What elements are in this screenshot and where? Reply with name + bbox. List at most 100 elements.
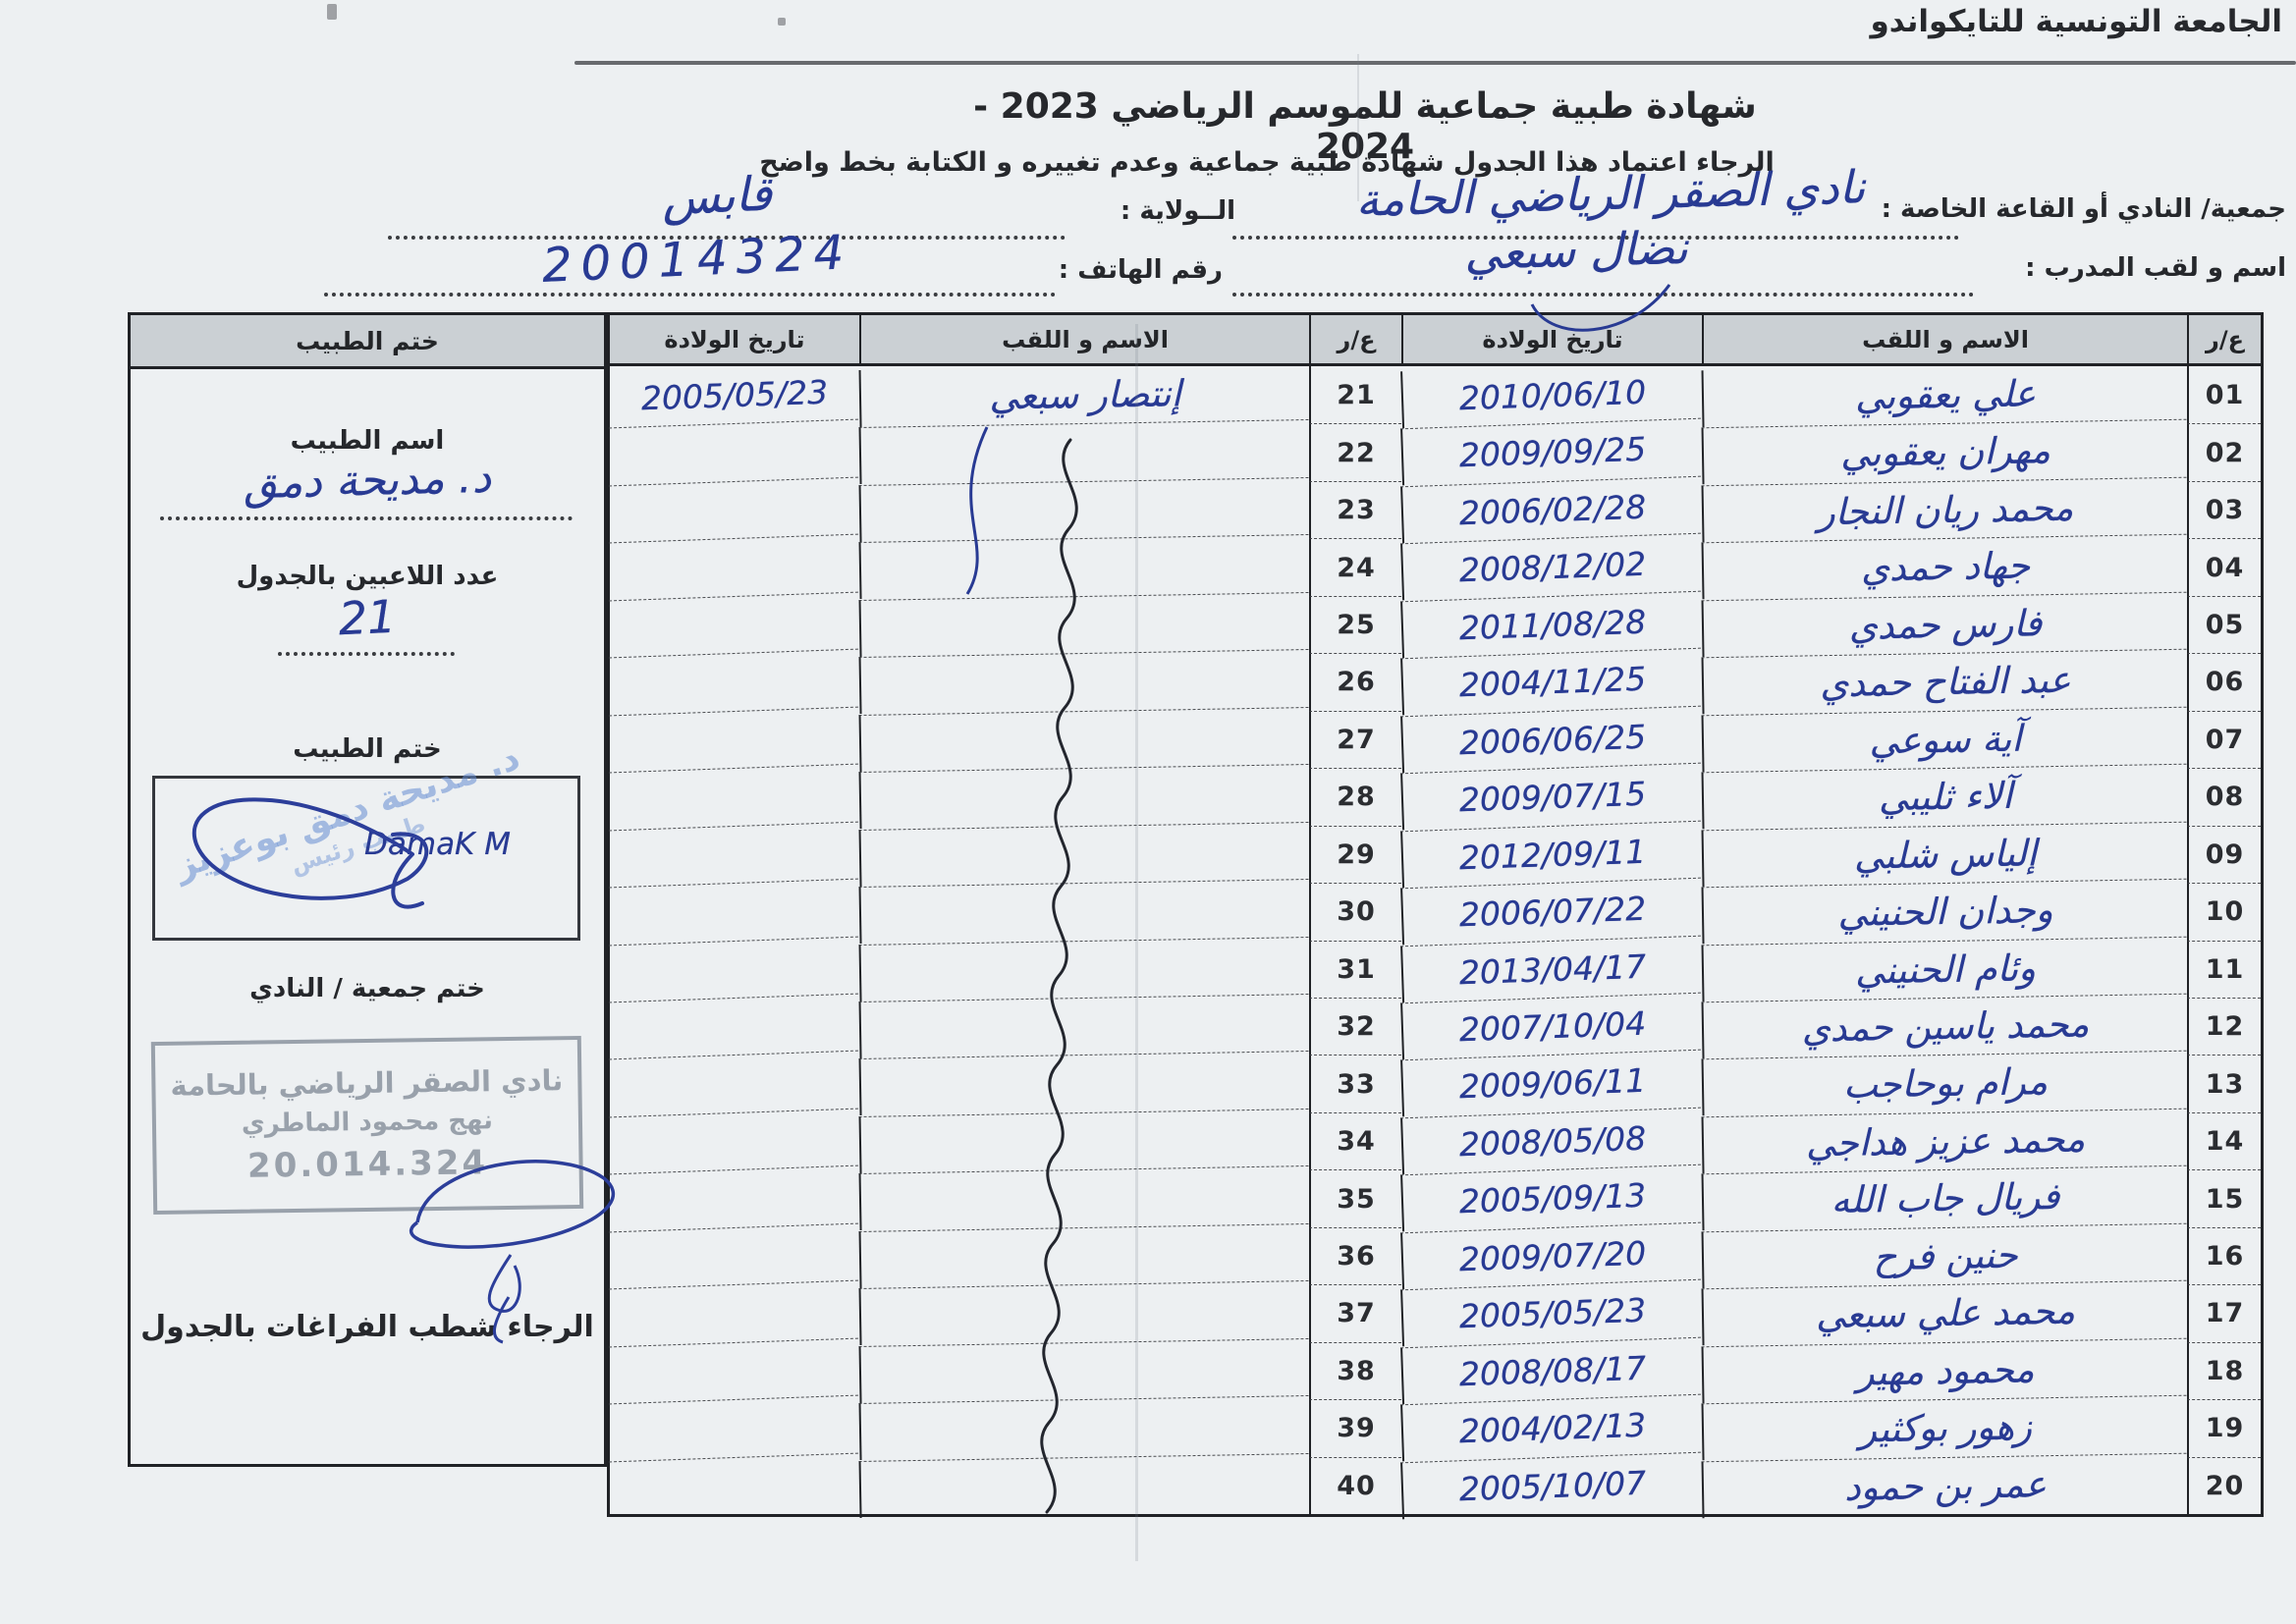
right-table-date-cell: 2005/09/13 xyxy=(1400,1164,1703,1233)
left-row-number: 24 xyxy=(1309,538,1401,596)
right-row-number: 12 xyxy=(2187,997,2261,1056)
right-row-number: 06 xyxy=(2187,653,2261,711)
header-divider xyxy=(574,61,2296,65)
right-table-name-cell: حنين فرح xyxy=(1701,1222,2188,1289)
left-table-name-cell xyxy=(858,1051,1310,1116)
doctor-name-line xyxy=(160,516,573,520)
right-row-number: 13 xyxy=(2187,1055,2261,1112)
right-table-name-cell: علي يعقوبي xyxy=(1701,361,2188,428)
left-table-date-cell xyxy=(609,648,860,716)
right-table-name-cell: محمد علي سبعي xyxy=(1701,1279,2188,1346)
state-field-line xyxy=(388,236,1066,240)
right-row-number: 03 xyxy=(2187,480,2261,539)
left-table-date-cell xyxy=(609,533,860,601)
left-table-name-cell xyxy=(858,1165,1310,1231)
left-table-name-cell xyxy=(858,1395,1310,1461)
right-row-number: 08 xyxy=(2187,768,2261,826)
doctor-stamp-box xyxy=(152,776,580,941)
left-table-date-cell xyxy=(609,706,860,773)
left-table-date-cell xyxy=(609,1164,860,1232)
left-row-number: 28 xyxy=(1309,768,1401,826)
left-table-date-cell xyxy=(609,1279,860,1347)
scan-speck xyxy=(778,18,786,26)
right-table-name-cell: محمد عزيز هداجي xyxy=(1701,1108,2188,1174)
state-field-value: قابس xyxy=(660,166,774,227)
right-table-name-cell: آية سوعي xyxy=(1701,706,2188,773)
right-table-name-cell: عبد الفتاح حمدي xyxy=(1701,648,2188,715)
scan-crease-top xyxy=(1357,54,1359,201)
players-count-line xyxy=(278,652,455,656)
left-table-name-cell xyxy=(858,1222,1310,1289)
left-table-name-cell xyxy=(858,1280,1310,1346)
left-row-number: 30 xyxy=(1309,883,1401,941)
left-row-number: 26 xyxy=(1309,653,1401,711)
right-table-date-cell: 2009/09/25 xyxy=(1400,418,1703,487)
coach-field-label: اسم و لقب المدرب : xyxy=(2025,253,2286,283)
left-table-name-cell xyxy=(858,1452,1310,1518)
right-row-number: 16 xyxy=(2187,1226,2261,1285)
left-table-name-cell xyxy=(858,649,1310,715)
left-table-date-cell xyxy=(609,936,860,1002)
left-table-date-cell xyxy=(609,878,860,945)
right-table-date-cell: 2009/07/20 xyxy=(1400,1221,1703,1290)
left-table-date-cell xyxy=(609,1222,860,1289)
right-table-date-cell: 2013/04/17 xyxy=(1400,935,1703,1003)
club-field-label: جمعية/ النادي أو القاعة الخاصة : xyxy=(1881,194,2286,224)
left-row-number: 21 xyxy=(1309,366,1401,424)
left-table-name-cell xyxy=(858,936,1310,1001)
right-row-number: 02 xyxy=(2187,423,2261,481)
club-field-line xyxy=(1232,236,1959,240)
right-table-name-cell: محمود مهير xyxy=(1701,1337,2188,1404)
club-stamp-name: نادي الصقر الرياضي بالحامة xyxy=(170,1063,564,1103)
phone-field-line xyxy=(324,293,1056,297)
left-table-date-cell xyxy=(609,993,860,1059)
players-count-label: عدد اللاعبين بالجدول xyxy=(236,562,499,591)
right-table-name-cell: فريال جاب الله xyxy=(1701,1164,2188,1232)
right-table-name-cell: عمر بن حمود xyxy=(1701,1452,2188,1519)
left-row-number: 29 xyxy=(1309,825,1401,884)
right-row-number: 09 xyxy=(2187,825,2261,884)
left-row-number: 35 xyxy=(1309,1169,1401,1227)
left-table-name-cell xyxy=(858,706,1310,773)
right-table-name-cell: وئام الحنيني xyxy=(1701,936,2188,1002)
right-table-date-cell: 2005/05/23 xyxy=(1400,1278,1703,1347)
club-stamp-street: نهج محمود الماطري xyxy=(241,1106,494,1139)
federation-name: الجامعة التونسية للتايكواندو xyxy=(1870,4,2282,39)
left-table-date-cell: 2005/05/23 xyxy=(640,372,829,418)
left-table-name-cell xyxy=(858,534,1310,600)
left-table-date-cell xyxy=(609,1050,860,1117)
cross-out-note: الرجاء شطب الفراغات بالجدول xyxy=(140,1310,594,1344)
right-row-number: 11 xyxy=(2187,940,2261,998)
doctor-stamp-label: ختم الطبيب xyxy=(293,734,442,764)
right-birth-date-header: تاريخ الولادة xyxy=(1401,315,1702,366)
right-table-name-cell: وجدان الحنيني xyxy=(1701,878,2188,945)
right-row-number: 20 xyxy=(2187,1456,2261,1514)
scan-crease-vertical xyxy=(1135,324,1138,1561)
left-table-date-cell xyxy=(609,1108,860,1174)
left-table-name-cell xyxy=(858,1108,1310,1174)
right-row-number: 14 xyxy=(2187,1111,2261,1170)
left-table-name-cell xyxy=(858,476,1310,543)
right-row-number: 01 xyxy=(2187,366,2261,424)
right-table-name-cell: مرام بوحاجب xyxy=(1701,1051,2188,1117)
right-table-date-cell: 2004/11/25 xyxy=(1400,647,1703,717)
right-table-date-cell: 2004/02/13 xyxy=(1400,1393,1703,1462)
right-row-number: 10 xyxy=(2187,883,2261,941)
left-table-date-cell xyxy=(609,419,860,486)
left-table-name-cell xyxy=(858,821,1310,888)
doctor-signature-text: DamaK M xyxy=(364,827,511,862)
coach-field-line xyxy=(1232,293,1974,297)
left-table-name-cell: إنتصار سبعي xyxy=(858,362,1310,428)
doctor-name-label: اسم الطبيب xyxy=(290,426,445,456)
right-row-number: 05 xyxy=(2187,595,2261,654)
right-row-number: 15 xyxy=(2187,1169,2261,1227)
certificate-title: شهادة طبية جماعية للموسم الرياضي 2023 - … xyxy=(973,86,1757,167)
doctor-name-value: د. مديحة دمق xyxy=(243,452,492,510)
club-stamp-number: 20.014.324 xyxy=(246,1143,489,1186)
club-ink-stamp: نادي الصقر الرياضي بالحامة نهج محمود الم… xyxy=(150,1035,584,1216)
left-row-number: 39 xyxy=(1309,1399,1401,1457)
left-table-date-cell xyxy=(609,821,860,888)
right-table-date-cell: 2009/07/15 xyxy=(1400,762,1703,831)
left-row-number: 34 xyxy=(1309,1111,1401,1170)
